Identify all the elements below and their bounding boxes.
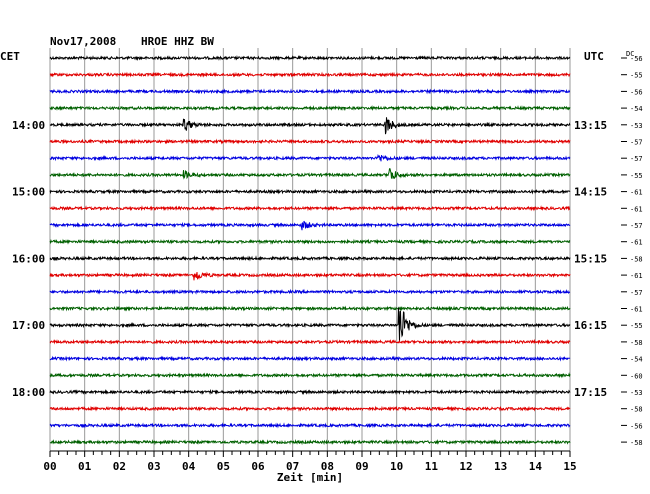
x-axis: 00 01 02 03 04 05 06 07 08 09 10 11 12 13 14 15 bbox=[43, 450, 577, 473]
left-hour-label: 16:00 bbox=[12, 252, 45, 265]
dc-offset-label: -56 bbox=[630, 88, 643, 96]
trace-20 bbox=[49, 388, 571, 396]
trace-15 bbox=[49, 305, 571, 312]
x-tick-label-07: 07 bbox=[286, 460, 299, 473]
right-timezone-label: UTC bbox=[584, 50, 604, 63]
left-timezone-label: CET bbox=[0, 50, 20, 63]
x-tick-label-05: 05 bbox=[217, 460, 230, 473]
left-hour-label: 18:00 bbox=[12, 386, 45, 399]
x-tick-label-11: 11 bbox=[425, 460, 439, 473]
dc-offset-label: -61 bbox=[630, 189, 643, 197]
x-tick-label-08: 08 bbox=[321, 460, 334, 473]
trace-17 bbox=[49, 338, 571, 345]
x-tick-label-14: 14 bbox=[529, 460, 543, 473]
right-time-label: 15:15 bbox=[574, 252, 607, 265]
left-hour-label: 15:00 bbox=[12, 186, 45, 199]
dc-offset-label: -57 bbox=[630, 222, 643, 230]
x-tick-label-04: 04 bbox=[182, 460, 196, 473]
dc-offset-label: -61 bbox=[630, 272, 643, 280]
dc-offset-label: -56 bbox=[630, 422, 643, 430]
x-tick-label-03: 03 bbox=[147, 460, 160, 473]
trace-7 bbox=[49, 168, 571, 180]
trace-labels: 14:00 15:00 16:00 17:00 18:00 13:15 14:15 15:15… bbox=[12, 55, 643, 447]
trace-group bbox=[49, 55, 571, 446]
trace-12 bbox=[49, 255, 571, 262]
chart-title-date: Nov17,2008 bbox=[50, 35, 116, 48]
dc-offset-label: -54 bbox=[630, 356, 643, 364]
x-tick-label-12: 12 bbox=[459, 460, 472, 473]
dc-offset-label: -61 bbox=[630, 306, 643, 314]
dc-offset-label: -61 bbox=[630, 205, 643, 213]
x-tick-label-06: 06 bbox=[251, 460, 265, 473]
dc-column-label: DC bbox=[626, 50, 634, 58]
x-tick-label-02: 02 bbox=[113, 460, 126, 473]
x-tick-label-09: 09 bbox=[355, 460, 368, 473]
dc-offset-label: -58 bbox=[630, 255, 643, 263]
trace-0 bbox=[49, 55, 571, 61]
x-tick-label-10: 10 bbox=[390, 460, 403, 473]
x-tick-label-15: 15 bbox=[563, 460, 576, 473]
dc-offset-label: -57 bbox=[630, 139, 643, 147]
left-hour-label: 14:00 bbox=[12, 119, 45, 132]
dc-offset-label: -58 bbox=[630, 339, 643, 347]
trace-3 bbox=[49, 105, 571, 112]
trace-13 bbox=[49, 271, 571, 281]
trace-2 bbox=[49, 88, 570, 95]
trace-6 bbox=[49, 153, 571, 162]
trace-18 bbox=[49, 355, 571, 362]
dc-offset-label: -55 bbox=[630, 72, 643, 80]
dc-offset-label: -57 bbox=[630, 155, 643, 163]
dc-offset-label: -55 bbox=[630, 322, 643, 330]
dc-offset-label: -53 bbox=[630, 389, 643, 397]
trace-21 bbox=[49, 405, 571, 412]
trace-1 bbox=[49, 71, 571, 78]
trace-5 bbox=[49, 138, 571, 145]
right-time-label: 16:15 bbox=[574, 319, 607, 332]
trace-11 bbox=[49, 238, 571, 245]
left-hour-label: 17:00 bbox=[12, 319, 45, 332]
dc-offset-label: -53 bbox=[630, 122, 643, 130]
trace-14 bbox=[49, 288, 571, 295]
trace-8 bbox=[49, 188, 571, 195]
x-tick-label-13: 13 bbox=[494, 460, 507, 473]
right-time-label: 13:15 bbox=[574, 119, 607, 132]
right-time-label: 17:15 bbox=[574, 386, 607, 399]
trace-4 bbox=[49, 117, 571, 135]
x-tick-label-00: 00 bbox=[43, 460, 56, 473]
dc-offset-label: -56 bbox=[630, 55, 643, 63]
trace-19 bbox=[49, 372, 571, 379]
right-time-label: 14:15 bbox=[574, 186, 607, 199]
dc-offset-label: -57 bbox=[630, 289, 643, 297]
trace-10 bbox=[49, 220, 571, 231]
dc-offset-label: -60 bbox=[630, 372, 643, 380]
x-axis-label: Zeit [min] bbox=[277, 471, 343, 484]
grid-lines bbox=[49, 48, 571, 451]
trace-16 bbox=[49, 307, 571, 343]
dc-offset-label: -61 bbox=[630, 239, 643, 247]
x-tick-label-01: 01 bbox=[78, 460, 92, 473]
dc-offset-label: -54 bbox=[630, 105, 643, 113]
trace-23 bbox=[49, 439, 571, 446]
trace-9 bbox=[49, 205, 571, 212]
trace-22 bbox=[49, 422, 571, 429]
chart-title-station: HROE HHZ BW bbox=[141, 35, 214, 48]
dc-offset-label: -55 bbox=[630, 172, 643, 180]
dc-offset-label: -58 bbox=[630, 439, 643, 447]
dc-offset-label: -58 bbox=[630, 406, 643, 414]
